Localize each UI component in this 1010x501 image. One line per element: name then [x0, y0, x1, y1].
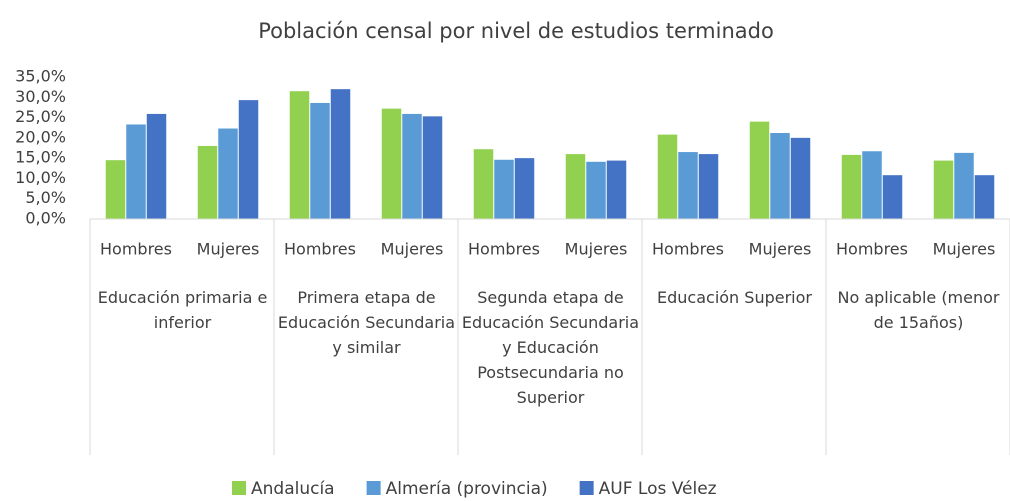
- bar: [841, 154, 862, 219]
- group-label: Educación Superior: [657, 288, 812, 307]
- legend-label: Andalucía: [251, 479, 335, 499]
- bar: [126, 124, 146, 219]
- bar: [606, 160, 627, 219]
- y-tick-label: 20,0%: [15, 127, 66, 146]
- legend-label: AUF Los Vélez: [599, 479, 717, 499]
- bar: [586, 161, 606, 219]
- bar: [862, 151, 882, 219]
- legend-label: Almería (provincia): [386, 479, 548, 499]
- y-tick-label: 5,0%: [25, 188, 66, 207]
- bar: [238, 100, 259, 219]
- legend-swatch: [579, 481, 594, 495]
- bar: [974, 175, 995, 219]
- x-tick-label: Mujeres: [749, 240, 812, 259]
- group-label: Educación primaria e inferior: [97, 288, 268, 332]
- group-label: Segunda etapa de Educación Secundaria y …: [461, 288, 640, 407]
- x-tick-label: Hombres: [100, 240, 172, 259]
- x-tick-label: Hombres: [284, 240, 356, 259]
- bar: [218, 128, 238, 219]
- y-tick-label: 15,0%: [15, 148, 66, 167]
- y-tick-label: 25,0%: [15, 107, 66, 126]
- bar: [197, 145, 218, 219]
- x-tick-label: Mujeres: [197, 240, 260, 259]
- chart-title: Población censal por nivel de estudios t…: [258, 19, 774, 43]
- x-tick-label: Hombres: [836, 240, 908, 259]
- bar: [330, 89, 351, 220]
- bar: [770, 132, 790, 219]
- bar: [494, 159, 514, 219]
- x-tick-label: Mujeres: [381, 240, 444, 259]
- bar: [882, 175, 903, 219]
- bar: [310, 102, 330, 219]
- bar: [749, 121, 770, 219]
- bar: [402, 113, 422, 219]
- bar: [565, 154, 586, 219]
- bar: [381, 108, 402, 219]
- bar: [473, 149, 494, 219]
- bar: [698, 154, 719, 219]
- bar: [954, 152, 974, 219]
- y-tick-label: 10,0%: [15, 168, 66, 187]
- y-tick-label: 30,0%: [15, 87, 66, 106]
- bar: [514, 158, 535, 219]
- y-tick-label: 35,0%: [15, 67, 66, 86]
- x-tick-label: Mujeres: [933, 240, 996, 259]
- bar: [289, 91, 310, 219]
- legend-swatch: [232, 481, 246, 495]
- x-tick-label: Hombres: [652, 240, 724, 259]
- y-tick-label: 0,0%: [25, 209, 66, 228]
- bar: [105, 160, 126, 219]
- bar: [678, 152, 698, 219]
- bar: [146, 113, 167, 219]
- bar: [422, 116, 443, 219]
- legend-swatch: [366, 481, 381, 495]
- x-tick-label: Hombres: [468, 240, 540, 259]
- bar: [790, 137, 811, 219]
- group-label: No aplicable (menor de 15años): [837, 288, 1000, 332]
- bar: [657, 134, 678, 219]
- bar: [933, 160, 954, 219]
- group-label: Primera etapa de Educación Secundaria y …: [277, 288, 456, 357]
- x-tick-label: Mujeres: [565, 240, 628, 259]
